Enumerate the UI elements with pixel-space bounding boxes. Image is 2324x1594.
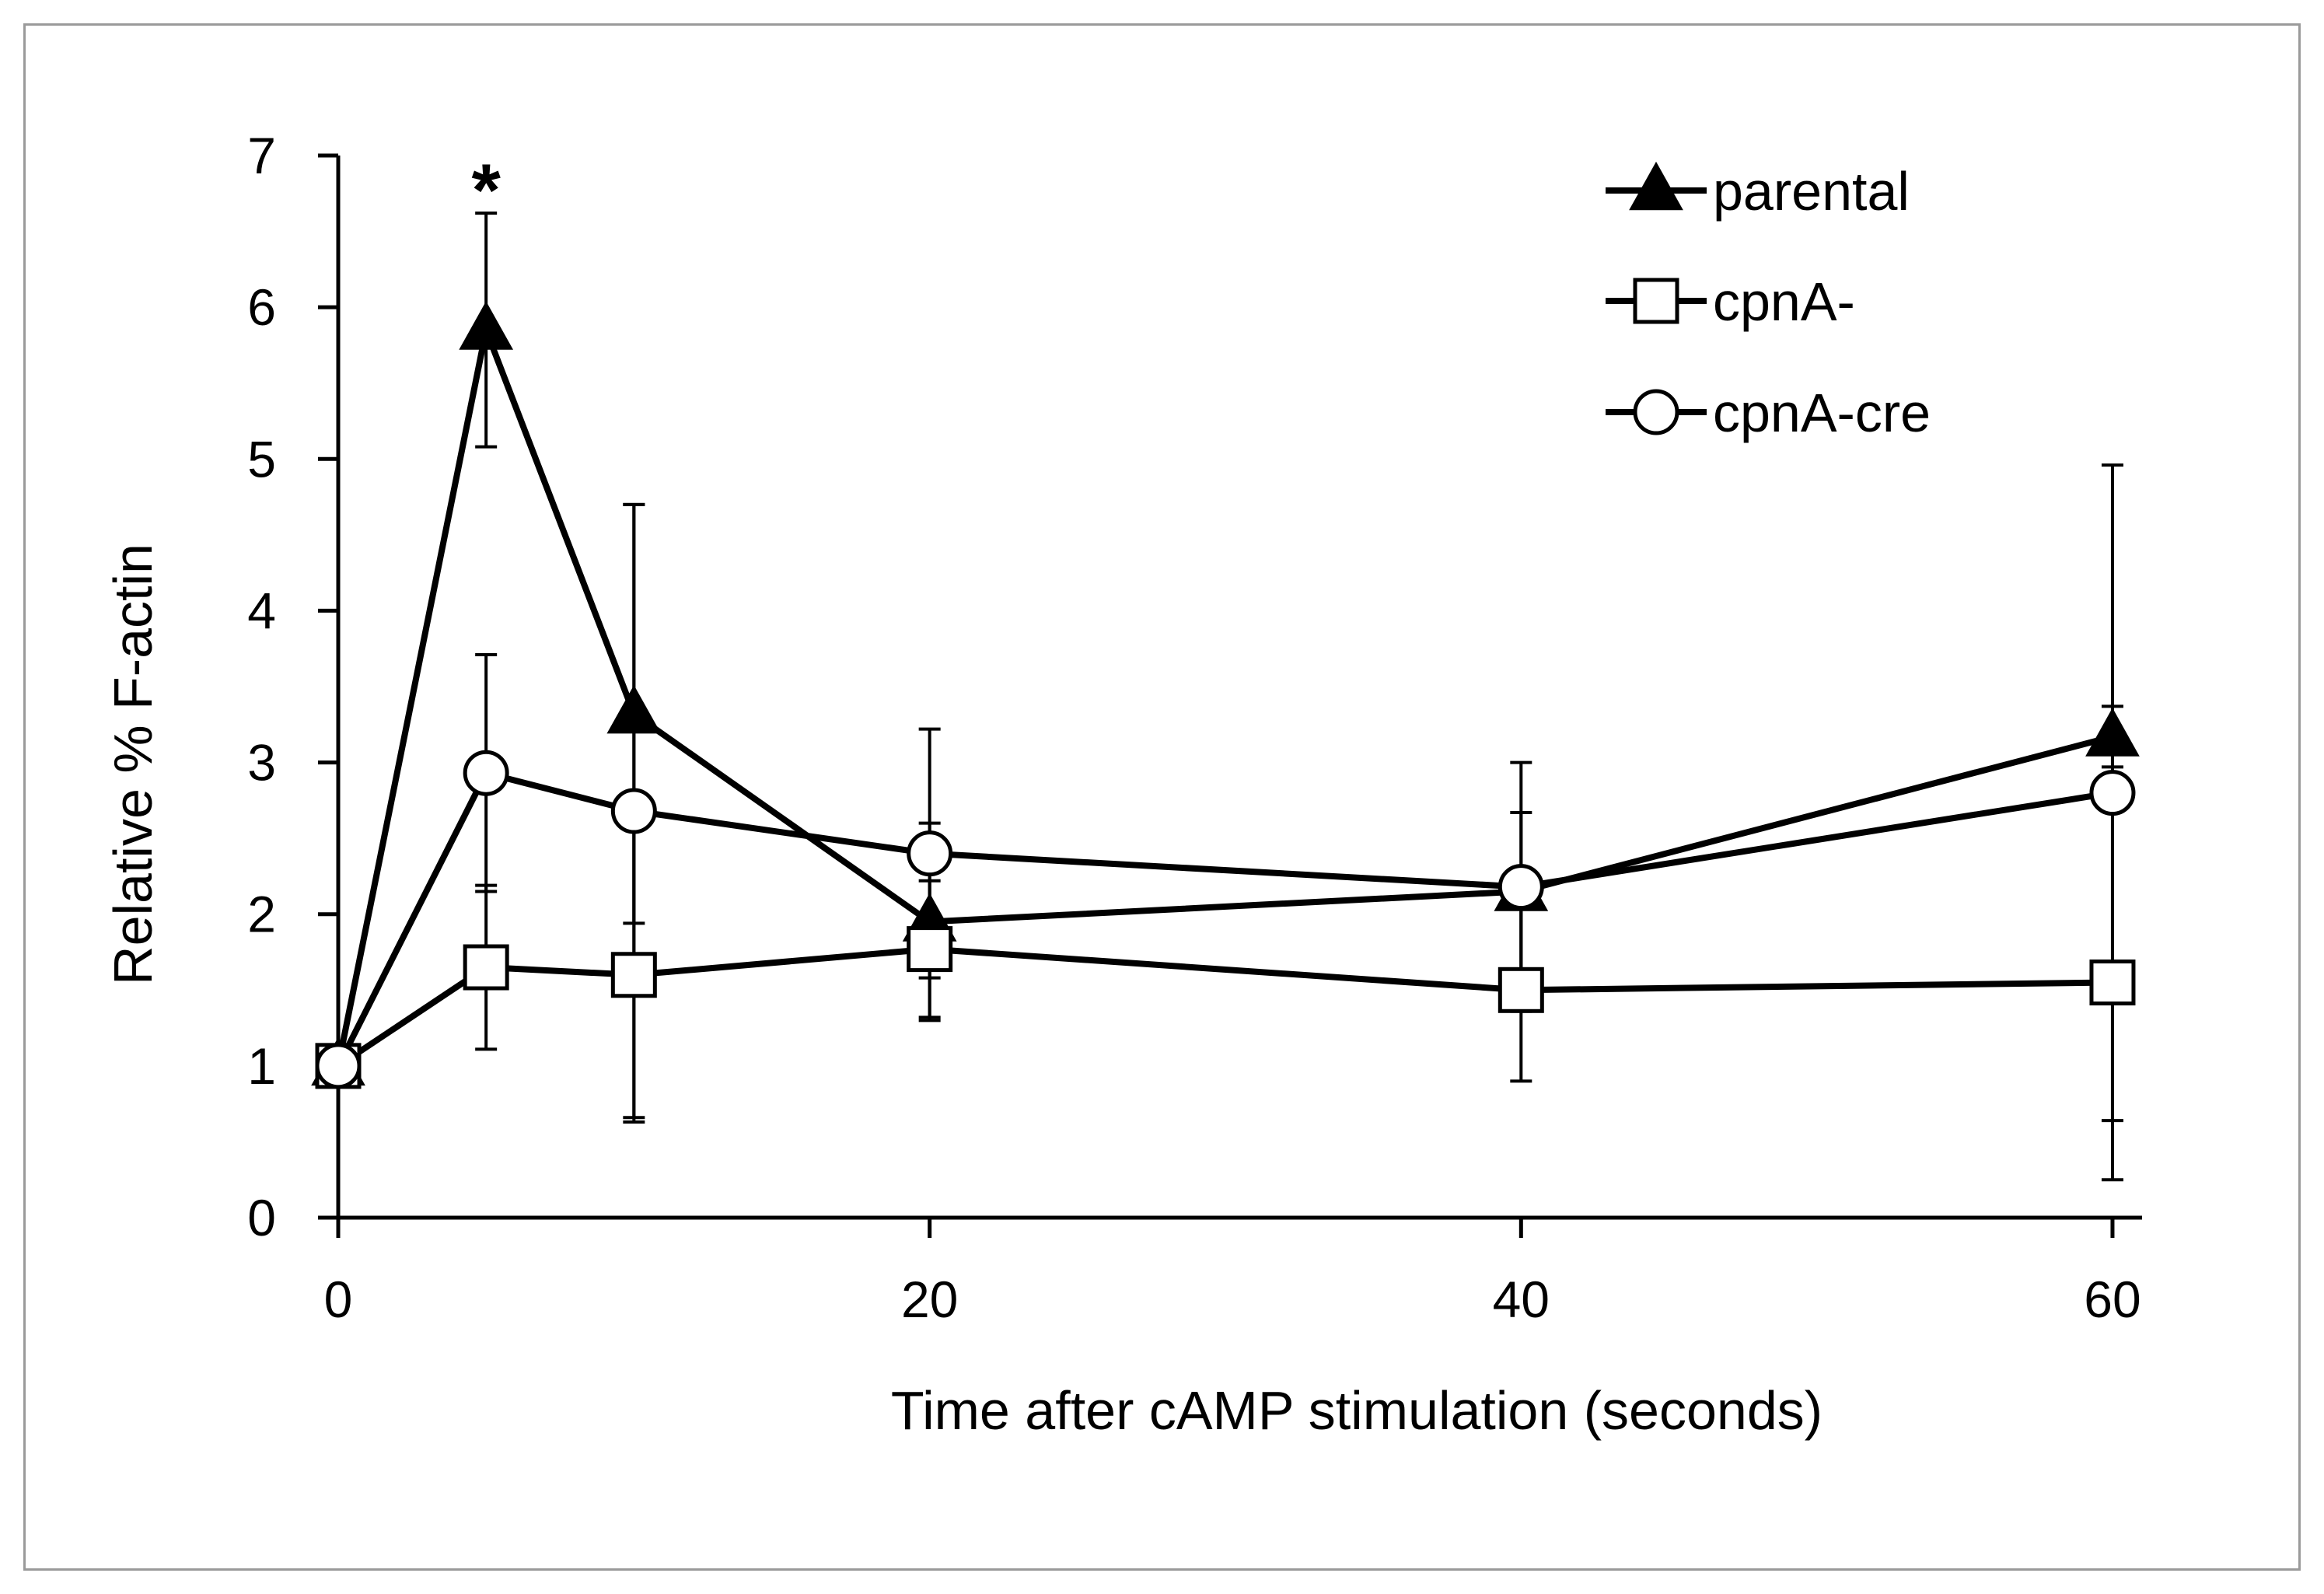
cpna-point [1497, 967, 1544, 1013]
cpna-cre-point [463, 750, 509, 796]
x-tick-label: 20 [901, 1271, 958, 1328]
y-tick-label: 7 [247, 127, 276, 184]
y-tick-label: 3 [247, 734, 276, 792]
y-tick-label: 6 [247, 278, 276, 336]
x-tick-label: 40 [1493, 1271, 1550, 1328]
cpna-cre-point [2089, 770, 2136, 816]
y-tick-label: 5 [247, 430, 276, 488]
y-tick-label: 2 [247, 886, 276, 943]
cpna-cre-point [610, 788, 657, 834]
cpna-point [610, 952, 657, 998]
cpna-cre-point [1497, 864, 1544, 911]
legend-label-cpna: cpnA- [1713, 271, 1855, 332]
parental-series-line [335, 319, 2113, 1067]
legend-label-parental: parental [1713, 161, 1910, 222]
cpna-point [907, 926, 953, 973]
x-axis-title: Time after cAMP stimulation (seconds) [891, 1380, 1823, 1441]
cpna-cre-series-line [335, 769, 2113, 1068]
legend-marker-cpna [1633, 278, 1679, 324]
cpna-cre-point [907, 830, 953, 877]
chart-frame [23, 23, 2301, 1571]
x-tick-label: 60 [2084, 1271, 2141, 1328]
y-tick-label: 1 [247, 1037, 276, 1095]
legend-marker-cpna-cre [1633, 389, 1679, 435]
y-axis-title: Relative % F-actin [103, 544, 163, 985]
cpna-series-line [336, 946, 2113, 1069]
cpna-point [2089, 960, 2136, 1006]
cpna-point [463, 944, 509, 991]
parental-point [459, 301, 514, 350]
x-tick-label: 0 [324, 1271, 353, 1328]
legend-marker-parental [1629, 161, 1683, 211]
parental-point [606, 685, 662, 734]
significance-asterisk: * [471, 149, 501, 232]
y-tick-label: 4 [247, 582, 276, 639]
cpna-cre-point [315, 1043, 362, 1089]
parental-point [2085, 708, 2140, 757]
legend: parental cpnA-cpnA-cre [1606, 161, 1931, 443]
legend-label-cpna-cre: cpnA-cre [1713, 383, 1931, 443]
y-tick-label: 0 [247, 1189, 276, 1246]
